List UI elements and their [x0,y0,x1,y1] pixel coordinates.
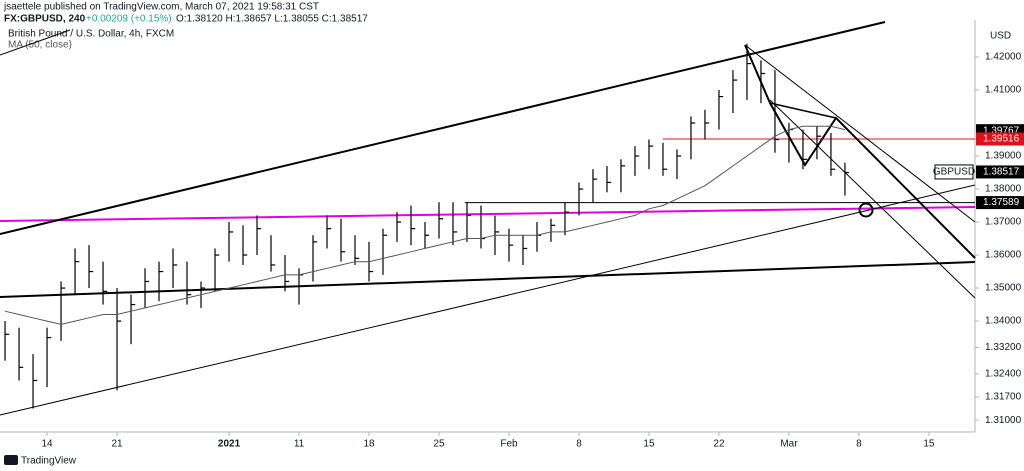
last-price-name-box [934,164,974,180]
plot [4,43,850,409]
x-tick-label: Mar [780,439,798,450]
magenta-trendline [0,206,976,222]
channel-top [0,21,886,235]
x-tick-label: 8 [576,439,582,450]
x-tick-label: 8 [856,439,862,450]
brand: TradingView [21,456,77,467]
x-tick-label: 11 [294,439,305,450]
x-tick-label: 14 [41,439,53,450]
price-marker-label: 1.37589 [983,197,1020,208]
y-tick-label: 1.31700 [985,392,1022,403]
brand-logo [4,455,18,465]
x-tick-label: 21 [111,439,123,450]
pattern-side [769,102,837,119]
x-tick-label: 25 [433,439,445,450]
x-tick-label: 15 [923,439,935,450]
lower-trendline [0,261,976,298]
y-tick-label: 1.35000 [985,283,1022,294]
target-circle [858,202,874,218]
y-tick-label: 1.38000 [985,184,1022,195]
x-tick-label: Feb [500,439,518,450]
y-tick-label: 1.37000 [985,217,1022,228]
y-tick-label: 1.36000 [985,250,1022,261]
drawings [0,21,976,416]
zigzag-pattern [744,44,976,259]
last-price-name: GBPUSD [933,167,975,178]
price-marker-label: 1.39516 [983,134,1020,145]
y-tick-label: 1.34000 [985,316,1022,327]
x-tick-label: 15 [643,439,655,450]
upper-thin-line [0,29,71,56]
instrument: British Pound / U.S. Dollar, 4h, FXCM [8,29,174,40]
descending-thin-upper [744,44,976,223]
ma-legend: MA (50, close) [8,40,72,51]
y-tick-label: 1.41000 [985,85,1022,96]
currency: USD [990,31,1011,42]
price-marker [976,132,1024,146]
descending-thin-lower [769,99,976,299]
moving-average [4,125,846,325]
symbol: FX:GBPUSD, 240 [4,14,86,25]
ohlc-values: O:1.38120 H:1.38657 L:1.38055 C:1.38517 [176,14,368,25]
axes: 1.42000 1.41000 1.39000 1.38000 1.37000 1.360… [41,52,1024,450]
y-tick-label: 1.39000 [985,151,1022,162]
x-tick-label: 18 [363,439,375,450]
price-marker-label: 1.39767 [983,125,1020,136]
y-tick-label: 1.31000 [985,415,1022,426]
rising-trendline [0,184,976,416]
y-tick-label: 1.42000 [985,52,1022,63]
last-price-label: 1.38517 [983,167,1020,178]
x-tick-label: 22 [713,439,725,450]
author-line: jsaettele published on TradingView.com, … [3,2,319,13]
y-tick-label: 1.33200 [985,342,1022,353]
change: +0.00209 (+0.15%) [86,14,172,25]
y-tick-label: 1.32400 [985,369,1022,380]
last-price-marker [976,165,1024,179]
x-tick-label: 2021 [218,439,241,450]
price-marker [976,196,1024,210]
